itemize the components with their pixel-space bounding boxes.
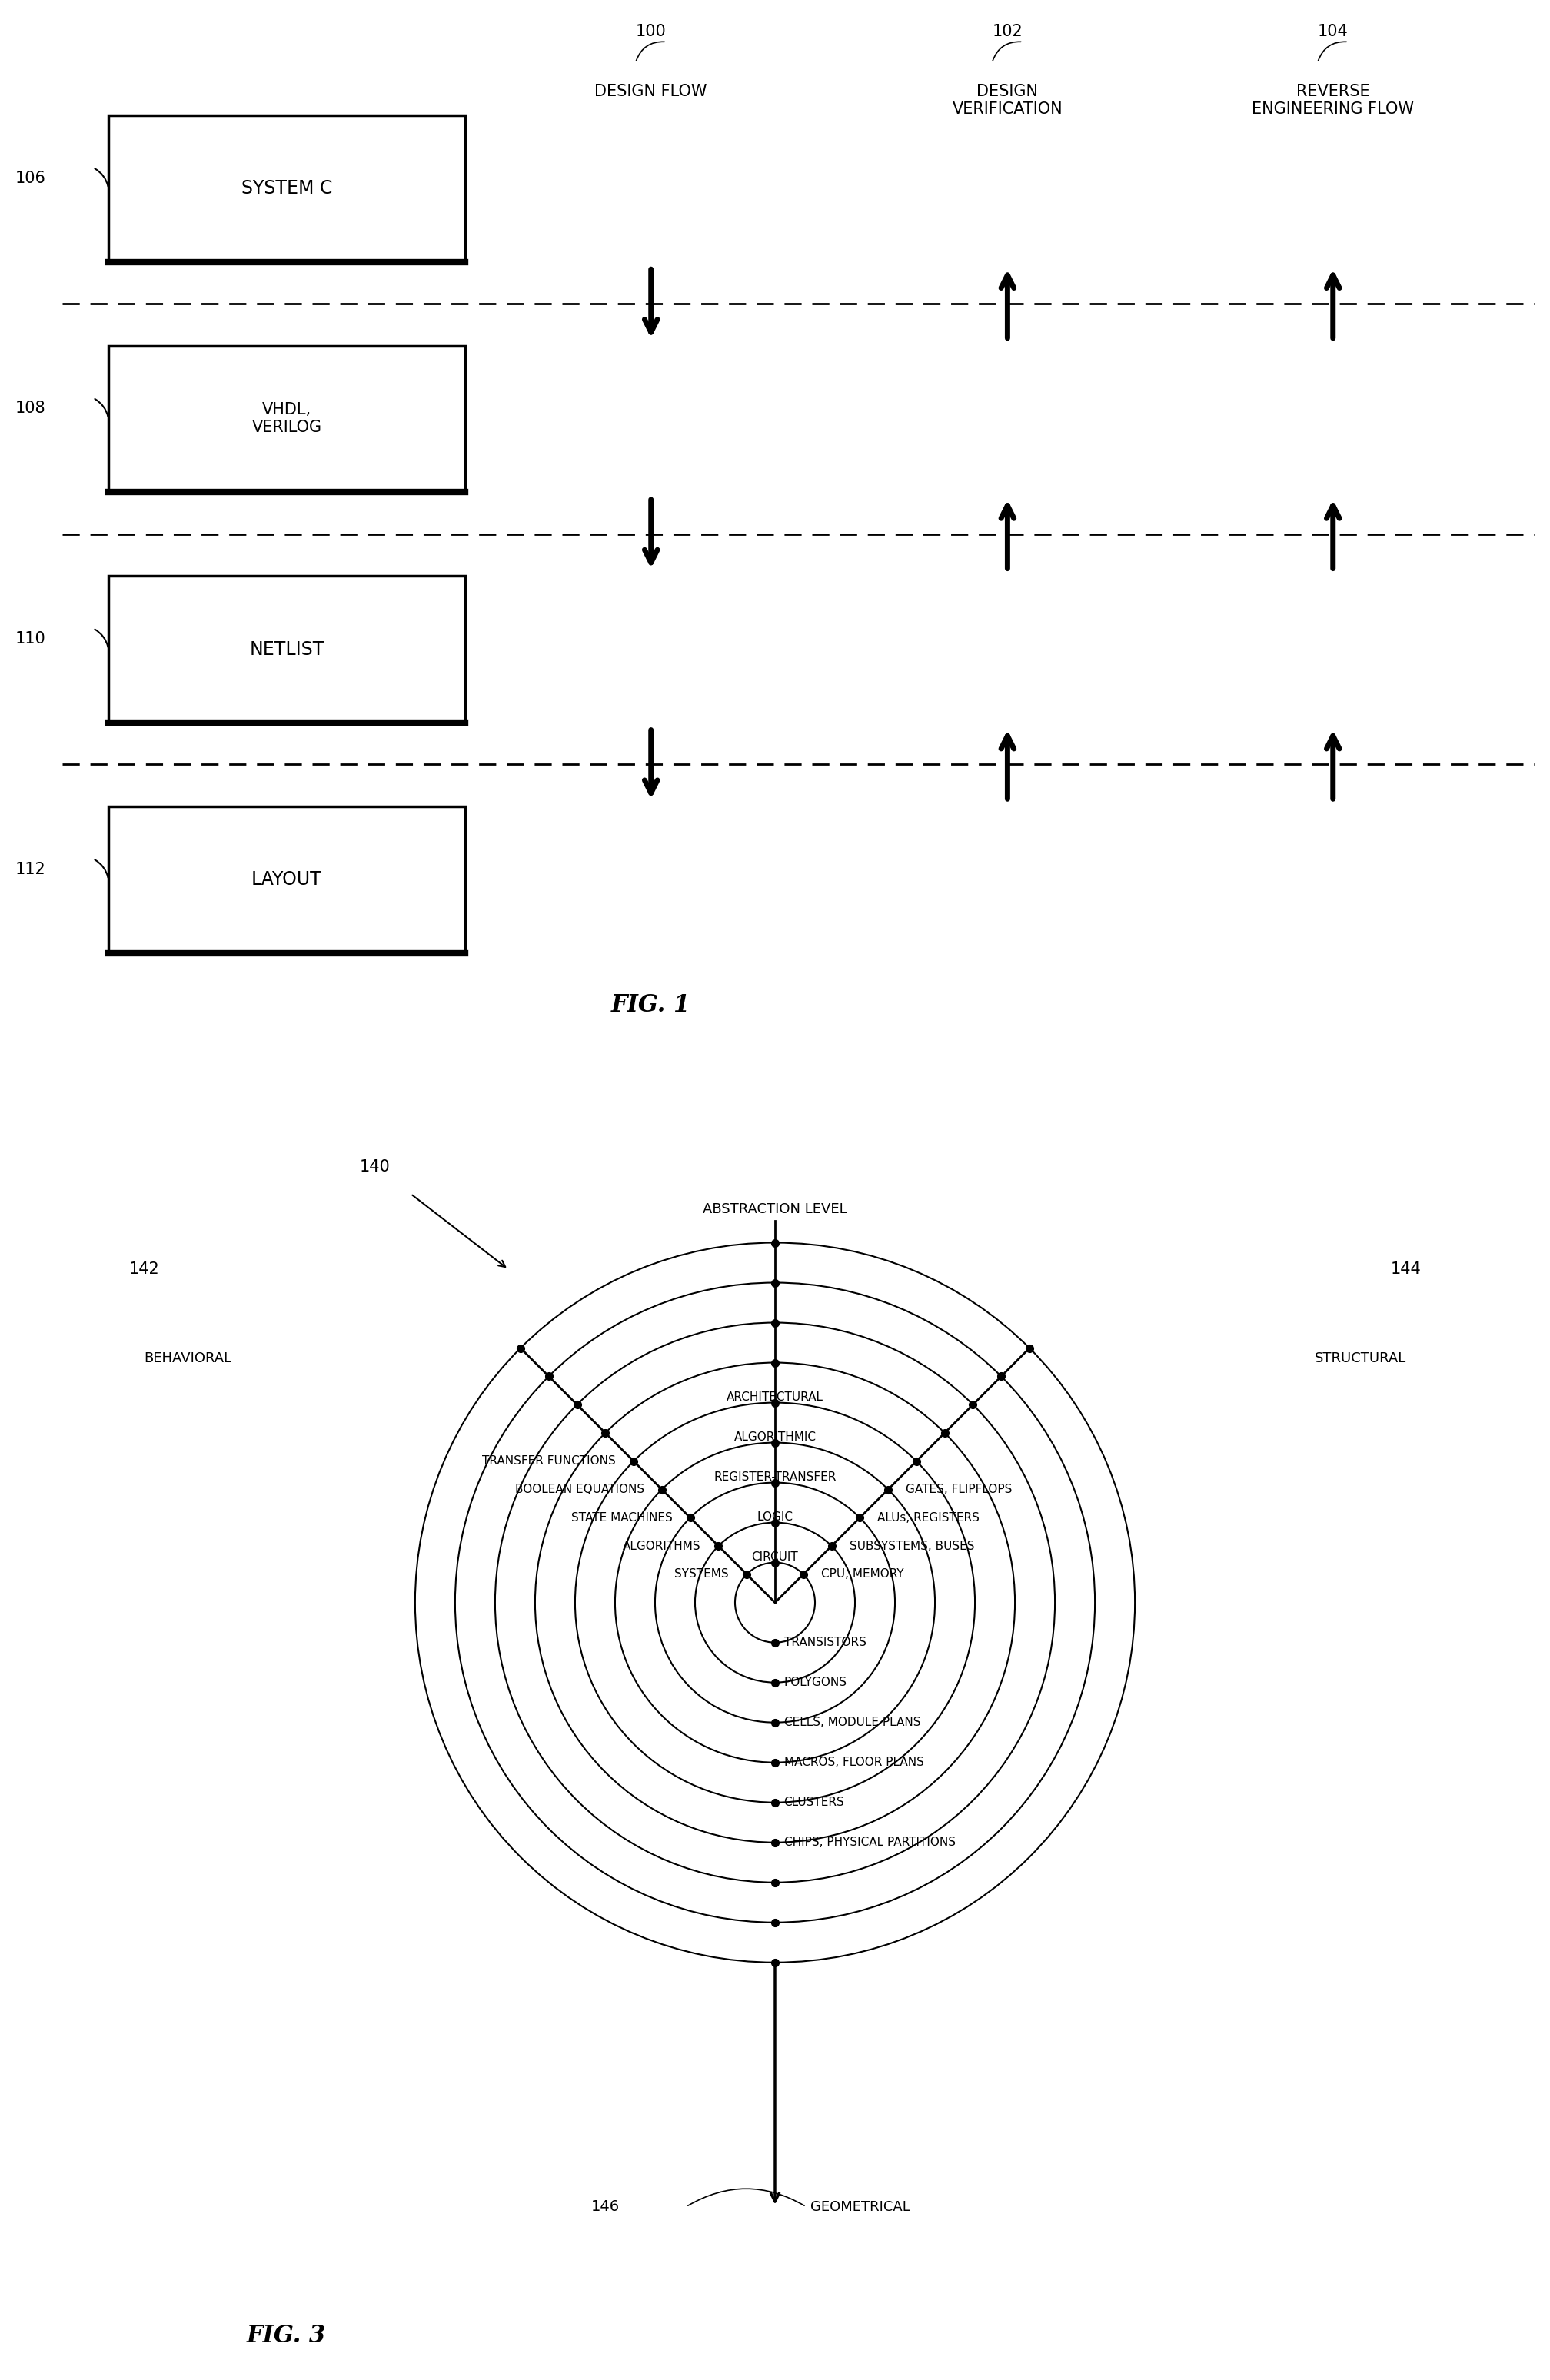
Text: LOGIC: LOGIC	[756, 1511, 794, 1523]
Bar	[109, 807, 465, 952]
Bar	[109, 345, 465, 493]
Text: ABSTRACTION LEVEL: ABSTRACTION LEVEL	[702, 1202, 848, 1216]
Text: DESIGN
VERIFICATION: DESIGN VERIFICATION	[952, 83, 1063, 117]
Text: ALUs, REGISTERS: ALUs, REGISTERS	[877, 1511, 980, 1523]
Text: FIG. 3: FIG. 3	[246, 2323, 326, 2347]
Text: GATES, FLIPFLOPS: GATES, FLIPFLOPS	[905, 1483, 1012, 1495]
Text: 140: 140	[360, 1159, 391, 1176]
Text: STRUCTURAL: STRUCTURAL	[1314, 1352, 1406, 1366]
Text: DESIGN FLOW: DESIGN FLOW	[595, 83, 707, 100]
Text: SUBSYSTEMS, BUSES: SUBSYSTEMS, BUSES	[849, 1540, 975, 1552]
Text: REVERSE
ENGINEERING FLOW: REVERSE ENGINEERING FLOW	[1252, 83, 1414, 117]
Text: 104: 104	[1318, 24, 1348, 38]
Text: TRANSISTORS: TRANSISTORS	[784, 1637, 866, 1649]
Text: ALGORITHMS: ALGORITHMS	[623, 1540, 701, 1552]
Text: CLUSTERS: CLUSTERS	[784, 1797, 845, 1809]
Text: BOOLEAN EQUATIONS: BOOLEAN EQUATIONS	[515, 1483, 645, 1495]
Text: 100: 100	[636, 24, 666, 38]
Text: SYSTEM C: SYSTEM C	[242, 178, 332, 198]
Text: SYSTEMS: SYSTEMS	[674, 1568, 728, 1580]
Text: REGISTER-TRANSFER: REGISTER-TRANSFER	[713, 1471, 837, 1483]
Text: 112: 112	[16, 862, 46, 876]
Text: LAYOUT: LAYOUT	[251, 871, 322, 888]
Text: VHDL,
VERILOG: VHDL, VERILOG	[251, 402, 322, 436]
Bar	[109, 114, 465, 262]
Text: CHIPS, PHYSICAL PARTITIONS: CHIPS, PHYSICAL PARTITIONS	[784, 1837, 955, 1849]
Text: FIG. 1: FIG. 1	[611, 992, 691, 1016]
Text: STATE MACHINES: STATE MACHINES	[570, 1511, 673, 1523]
Text: BEHAVIORAL: BEHAVIORAL	[144, 1352, 232, 1366]
Text: 106: 106	[16, 171, 46, 186]
Text: 108: 108	[16, 400, 46, 416]
Text: 110: 110	[16, 631, 46, 647]
Text: NETLIST: NETLIST	[250, 640, 324, 659]
Text: CPU, MEMORY: CPU, MEMORY	[822, 1568, 904, 1580]
Text: CIRCUIT: CIRCUIT	[752, 1552, 798, 1564]
Text: 146: 146	[591, 2199, 620, 2213]
Text: POLYGONS: POLYGONS	[784, 1678, 846, 1687]
Text: 144: 144	[1390, 1261, 1421, 1278]
Bar	[109, 576, 465, 724]
Text: 102: 102	[992, 24, 1023, 38]
Text: ARCHITECTURAL: ARCHITECTURAL	[727, 1390, 823, 1402]
Text: TRANSFER FUNCTIONS: TRANSFER FUNCTIONS	[482, 1457, 615, 1466]
Text: CELLS, MODULE PLANS: CELLS, MODULE PLANS	[784, 1716, 921, 1728]
Text: ALGORITHMIC: ALGORITHMIC	[733, 1430, 817, 1442]
Text: GEOMETRICAL: GEOMETRICAL	[811, 2199, 910, 2213]
Text: 142: 142	[129, 1261, 160, 1278]
Text: MACROS, FLOOR PLANS: MACROS, FLOOR PLANS	[784, 1756, 924, 1768]
